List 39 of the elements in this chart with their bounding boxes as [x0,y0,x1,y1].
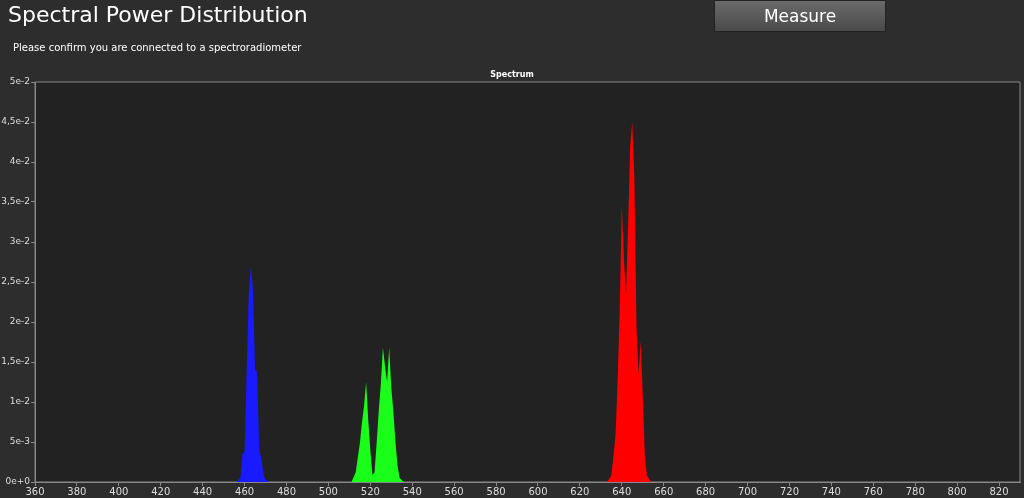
x-tick-label: 640 [612,485,632,497]
x-tick-label: 380 [67,485,87,497]
x-tick-label: 600 [528,485,548,497]
y-tick-label: 5e-3 [9,436,30,447]
x-tick-label: 680 [696,485,716,497]
x-tick-label: 720 [779,485,800,497]
x-tick-label: 560 [444,485,464,497]
x-tick-label: 480 [276,485,297,497]
y-tick-label: 3,5e-2 [1,196,30,207]
y-tick-label: 1,5e-2 [1,356,30,367]
y-tick-label: 4e-2 [9,156,30,167]
x-tick-label: 620 [570,485,590,497]
x-tick-label: 360 [25,485,45,497]
measure-button: Measure [714,0,886,32]
x-tick-label: 780 [905,485,925,497]
x-tick-label: 460 [235,485,255,497]
y-tick-label: 0e+0 [5,476,31,487]
text: Spectrum [490,70,534,79]
y-tick-label: 4,5e-2 [1,116,30,127]
x-tick-label: 580 [486,485,506,497]
chart-title: Spectral Power Distribution [8,2,308,27]
x-tick-label: 820 [989,485,1009,497]
x-tick-label: 700 [738,485,758,497]
y-tick-label: 3e-2 [9,236,30,247]
x-tick-label: 800 [947,485,967,497]
y-tick-label: 2,5e-2 [1,276,30,287]
x-tick-label: 740 [821,485,841,497]
y-tick-label: 5e-2 [9,76,30,87]
x-tick-label: 520 [360,485,380,497]
x-tick-label: 420 [151,485,171,497]
x-tick-label: 540 [402,485,422,497]
x-tick-label: 400 [109,485,129,497]
x-tick-label: 500 [318,485,338,497]
x-tick-label: 760 [863,485,883,497]
x-tick-label: 440 [193,485,213,497]
chart-subtitle: Please confirm you are connected to a spectroradiometer [13,42,302,53]
y-tick-label: 2e-2 [9,316,30,327]
x-tick-label: 660 [654,485,674,497]
y-tick-label: 1e-2 [9,396,30,407]
